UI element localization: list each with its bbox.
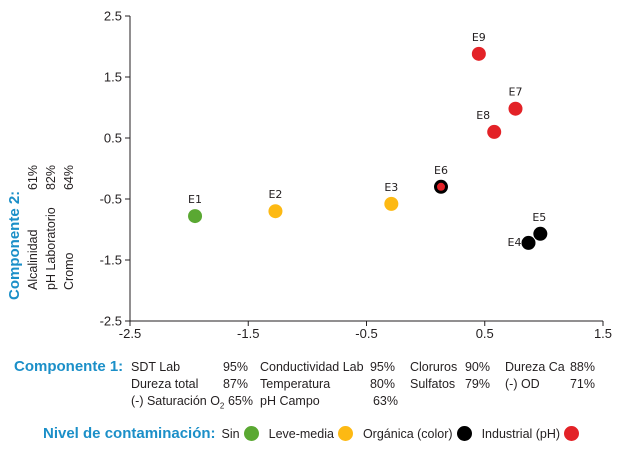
point-marker	[188, 209, 203, 224]
component-1-item-name: (-) OD	[505, 377, 540, 391]
component-1-item-value: 63%	[372, 394, 398, 408]
point-marker	[508, 101, 523, 116]
legend-marker	[243, 426, 259, 441]
point-marker	[533, 226, 548, 241]
x-tick-label: -0.5	[355, 326, 377, 341]
component-2-label: Componente 2: Alcalinidad 61% pH Laboratori…	[6, 165, 76, 300]
y-tick-label: 1.5	[104, 70, 122, 85]
legend-marker	[564, 426, 580, 441]
component-2-title: Componente 2:	[6, 191, 23, 300]
legend-title: Nivel de contaminación:	[43, 425, 216, 442]
legend-label: Industrial (pH)	[481, 426, 561, 441]
point-e7: E7	[508, 86, 523, 116]
legend-marker	[337, 426, 353, 441]
point-label: E9	[472, 31, 486, 44]
component-1-item-name: pH Campo	[260, 394, 320, 408]
point-e4: E4	[508, 235, 536, 250]
component-1-item-value: 71%	[569, 377, 595, 391]
legend-item: Industrial (pH)	[482, 426, 580, 441]
x-tick-label: 0.5	[476, 326, 494, 341]
component-1-item-name: Temperatura	[260, 377, 331, 391]
component-1-item-value: 87%	[222, 377, 248, 391]
legend-label: Orgánica (color)	[362, 426, 453, 441]
component-2-item-name: pH Laboratorio	[44, 207, 58, 290]
legend-label: Leve-media	[268, 426, 334, 441]
component-1-item-value: 65%	[227, 394, 253, 408]
legend-item: Orgánica (color)	[363, 426, 472, 441]
point-label: E1	[188, 193, 202, 206]
component-1-item-name: Dureza Ca	[505, 360, 565, 374]
point-e6: E6	[433, 164, 448, 194]
y-tick-label: -2.5	[100, 314, 122, 329]
data-points: E1 E2 E3 E4 E5 E6 E7 E8 E9	[188, 31, 548, 250]
point-label: E4	[508, 236, 522, 249]
component-2-item-value: 64%	[62, 165, 76, 190]
point-e1: E1	[188, 193, 203, 224]
component-1-item-value: 90%	[464, 360, 490, 374]
point-label: E2	[268, 188, 282, 201]
x-tick-label: 1.5	[594, 326, 612, 341]
legend-marker	[456, 426, 472, 441]
point-e3: E3	[384, 181, 399, 211]
component-1-item-value: 80%	[369, 377, 395, 391]
component-1-title: Componente 1:	[14, 358, 124, 375]
component-1-item-name: SDT Lab	[131, 360, 181, 374]
component-1-item-name: (-) Saturación O2	[131, 394, 225, 411]
point-marker	[487, 124, 502, 139]
point-marker	[471, 46, 486, 61]
component-2-item-value: 82%	[44, 165, 58, 190]
component-1-item-name: Sulfatos	[410, 377, 456, 391]
component-1-item-value: 95%	[222, 360, 248, 374]
point-e8: E8	[476, 109, 502, 139]
component-1-item-name: Cloruros	[410, 360, 458, 374]
point-label: E7	[509, 86, 523, 99]
point-label: E5	[532, 211, 546, 224]
point-label: E8	[476, 109, 490, 122]
legend-label: Sin	[221, 426, 240, 441]
legend-item: Leve-media	[269, 426, 353, 441]
x-tick-label: -2.5	[119, 326, 141, 341]
point-e5: E5	[532, 211, 548, 241]
axes: 2.5 1.5 0.5 -0.5 -1.5 -2.5-2.5 -1.5 -0.5 0.5 1.5	[100, 9, 612, 342]
y-tick-label: -1.5	[100, 253, 122, 268]
point-e9: E9	[471, 31, 486, 61]
component-2-item-name: Alcalinidad	[26, 229, 40, 290]
component-1-item-name: Conductividad Lab	[260, 360, 364, 374]
legend-item: Sin	[222, 426, 259, 441]
component-1-item-value: 95%	[369, 360, 395, 374]
point-marker	[436, 182, 445, 191]
point-label: E3	[384, 181, 398, 194]
component-2-item-value: 61%	[26, 165, 40, 190]
y-tick-label: -0.5	[100, 192, 122, 207]
x-tick-label: -1.5	[237, 326, 259, 341]
point-marker	[384, 196, 399, 211]
component-2-item-name: Cromo	[62, 252, 76, 290]
component-1-item-name: Dureza total	[131, 377, 199, 391]
legend: Nivel de contaminación: Sin Leve-media Org…	[43, 425, 589, 442]
point-e2: E2	[268, 188, 283, 219]
point-label: E6	[434, 164, 448, 177]
component-1-item-value: 79%	[464, 377, 490, 391]
component-1-item-value: 88%	[569, 360, 595, 374]
point-marker	[268, 204, 283, 219]
y-tick-label: 0.5	[104, 131, 122, 146]
point-marker	[521, 235, 536, 250]
y-tick-label: 2.5	[104, 9, 122, 24]
